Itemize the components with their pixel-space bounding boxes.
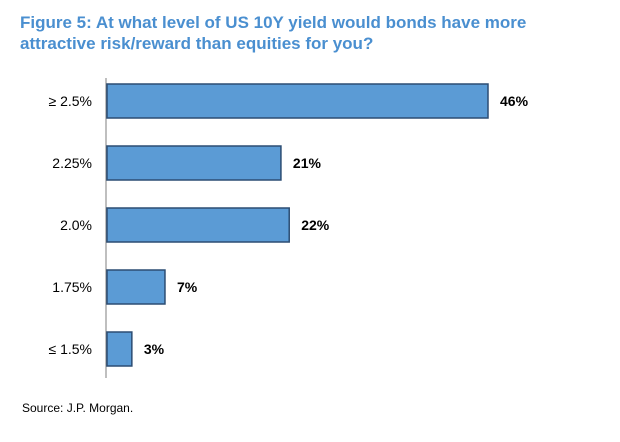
- value-label-3: 22%: [301, 217, 330, 233]
- value-label-1: 46%: [500, 93, 529, 109]
- category-label-2: 2.25%: [52, 155, 92, 171]
- value-label-2: 21%: [293, 155, 322, 171]
- chart-title: Figure 5: At what level of US 10Y yield …: [20, 13, 527, 53]
- bar-3: [106, 207, 290, 243]
- bar-5: [106, 331, 133, 367]
- bar-4: [106, 269, 166, 305]
- value-label-4: 7%: [177, 279, 198, 295]
- category-label-5: ≤ 1.5%: [49, 341, 92, 357]
- category-label-4: 1.75%: [52, 279, 92, 295]
- bar-2: [106, 145, 282, 181]
- category-label-1: ≥ 2.5%: [49, 93, 92, 109]
- category-label-3: 2.0%: [60, 217, 92, 233]
- chart-marks: ≥ 2.5% 46% 2.25% 21% 2.0% 22% 1.75% 7% ≤ 1.5% 3%: [49, 83, 529, 367]
- source-note: Source: J.P. Morgan.: [22, 401, 134, 415]
- value-label-5: 3%: [144, 341, 165, 357]
- bar-1: [106, 83, 489, 119]
